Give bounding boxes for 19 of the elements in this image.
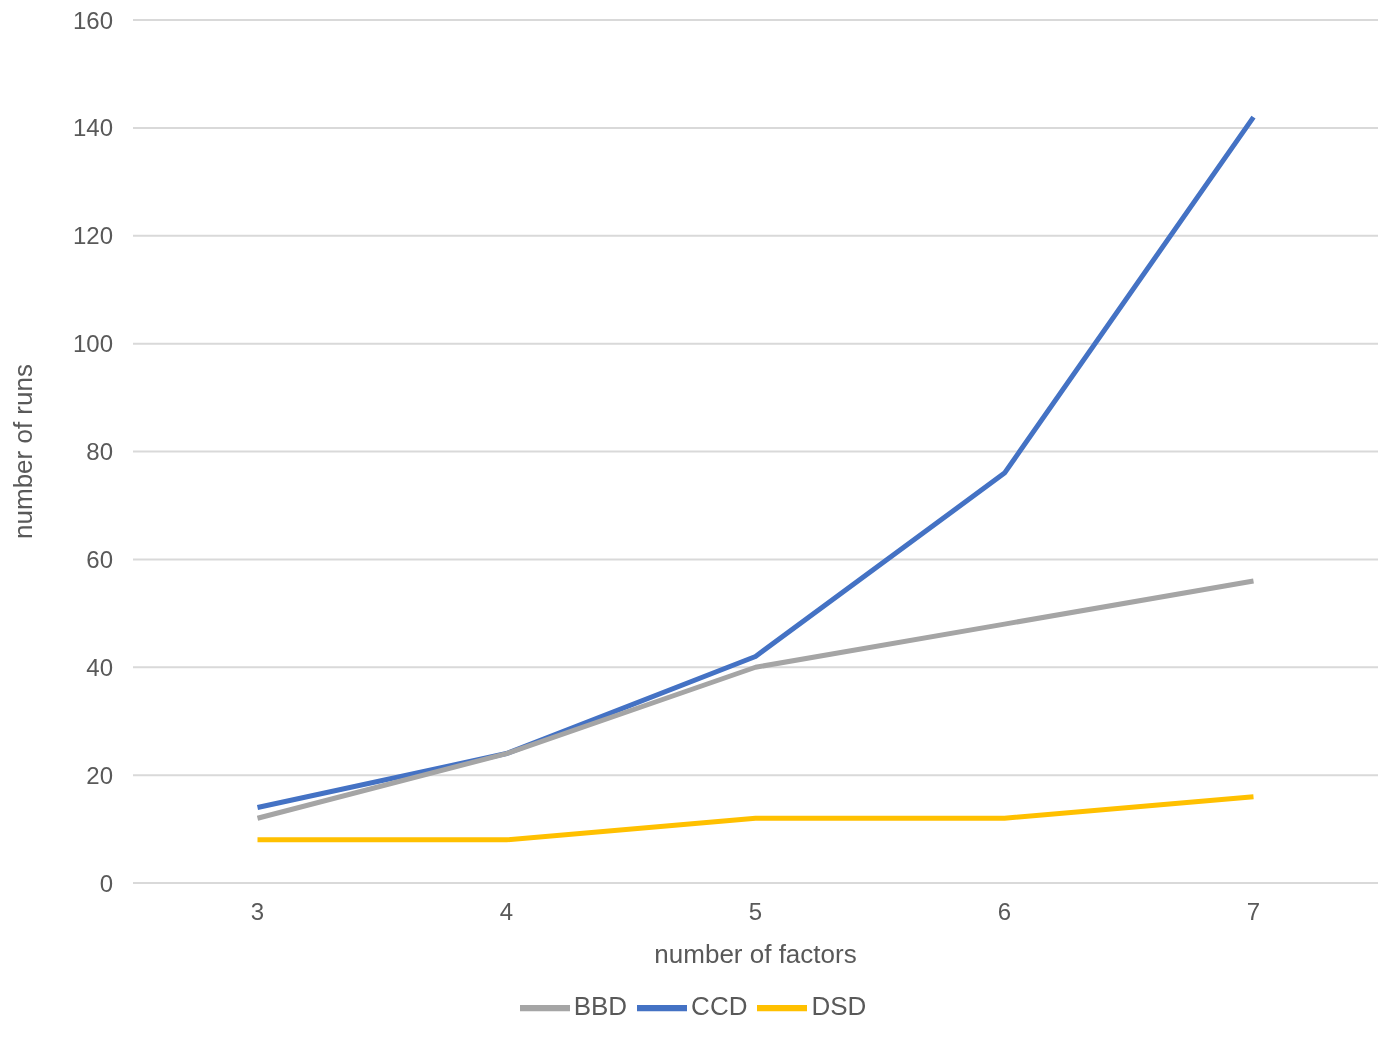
y-tick-label: 120 xyxy=(72,222,113,250)
legend-label: DSD xyxy=(811,990,867,1021)
y-tick-label: 160 xyxy=(72,6,113,34)
x-tick-label: 3 xyxy=(250,898,265,926)
x-axis-title: number of factors xyxy=(654,939,857,969)
y-tick-label: 20 xyxy=(86,761,113,789)
y-tick-label: 100 xyxy=(72,330,113,358)
x-tick-label: 7 xyxy=(1246,898,1261,926)
legend-label: CCD xyxy=(691,990,748,1021)
y-tick-label: 40 xyxy=(86,653,113,681)
y-tick-label: 140 xyxy=(72,114,113,142)
y-axis-title: number of runs xyxy=(8,364,39,539)
y-tick-label: 60 xyxy=(86,545,113,573)
x-tick-label: 4 xyxy=(499,898,514,926)
legend-label: BBD xyxy=(573,990,628,1021)
y-tick-label: 0 xyxy=(99,869,113,897)
x-tick-label: 6 xyxy=(997,898,1012,926)
x-tick-label: 5 xyxy=(748,898,763,926)
y-tick-label: 80 xyxy=(86,438,113,466)
